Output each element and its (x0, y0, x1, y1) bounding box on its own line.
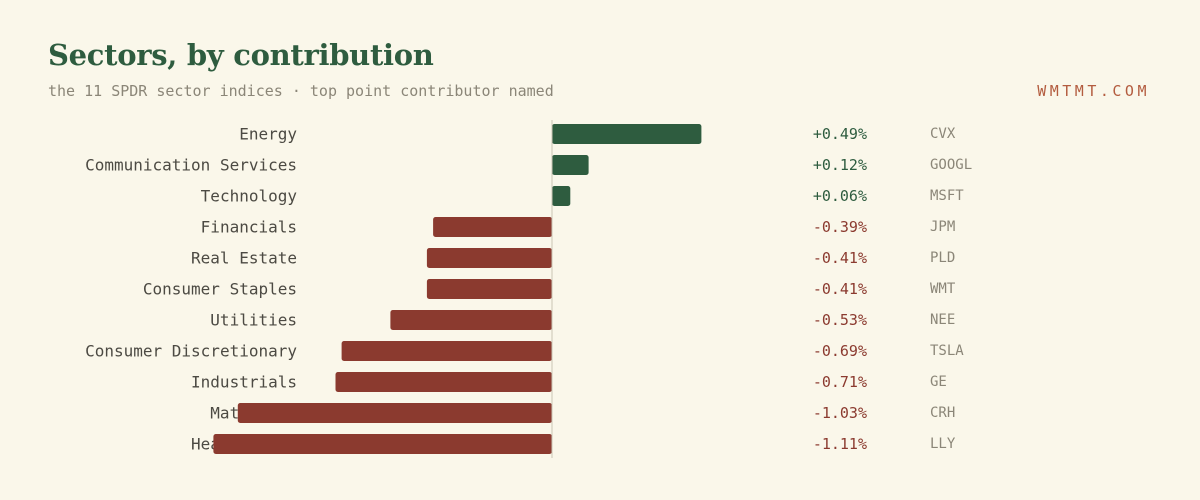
top-contributor-ticker: GE (930, 374, 947, 390)
category-label: Financials (201, 218, 297, 237)
bar-health-care (213, 434, 552, 454)
top-contributor-ticker: NEE (930, 312, 955, 328)
bar-communication-services (552, 155, 589, 175)
category-label: Energy (239, 125, 297, 144)
bar-real-estate (426, 248, 552, 268)
value-label: -1.11% (813, 435, 867, 453)
category-label: Consumer Discretionary (85, 342, 297, 361)
chart-title: Sectors, by contribution (48, 38, 434, 72)
value-label: -0.41% (813, 249, 867, 267)
bar-technology (552, 186, 571, 206)
top-contributor-ticker: CVX (930, 126, 956, 142)
value-label: +0.12% (813, 156, 867, 174)
value-label: +0.49% (813, 125, 867, 143)
top-contributor-ticker: CRH (930, 405, 955, 421)
top-contributor-ticker: LLY (930, 436, 956, 452)
top-contributor-ticker: TSLA (930, 343, 964, 359)
value-label: +0.06% (813, 187, 867, 205)
bar-materials (237, 403, 553, 423)
value-label: -0.69% (813, 342, 867, 360)
bar-energy (552, 124, 702, 144)
value-label: -0.41% (813, 280, 867, 298)
category-label: Real Estate (191, 249, 297, 268)
bar-consumer-staples (426, 279, 552, 299)
category-label: Utilities (210, 311, 297, 330)
category-label: Technology (201, 187, 298, 206)
bar-utilities (390, 310, 553, 330)
category-label: Communication Services (85, 156, 297, 175)
bar-consumer-discretionary (341, 341, 552, 361)
bar-financials (433, 217, 553, 237)
top-contributor-ticker: JPM (930, 219, 955, 235)
category-label: Industrials (191, 373, 297, 392)
value-label: -0.39% (813, 218, 867, 236)
value-label: -0.71% (813, 373, 867, 391)
top-contributor-ticker: WMT (930, 281, 956, 297)
category-label: Consumer Staples (143, 280, 297, 299)
top-contributor-ticker: PLD (930, 250, 955, 266)
top-contributor-ticker: GOOGL (930, 157, 972, 173)
value-label: -0.53% (813, 311, 867, 329)
bar-industrials (335, 372, 552, 392)
value-label: -1.03% (813, 404, 867, 422)
top-contributor-ticker: MSFT (930, 188, 964, 204)
chart-subtitle: the 11 SPDR sector indices · top point c… (48, 82, 554, 100)
brand-watermark[interactable]: WMTMT.COM (1037, 82, 1150, 100)
